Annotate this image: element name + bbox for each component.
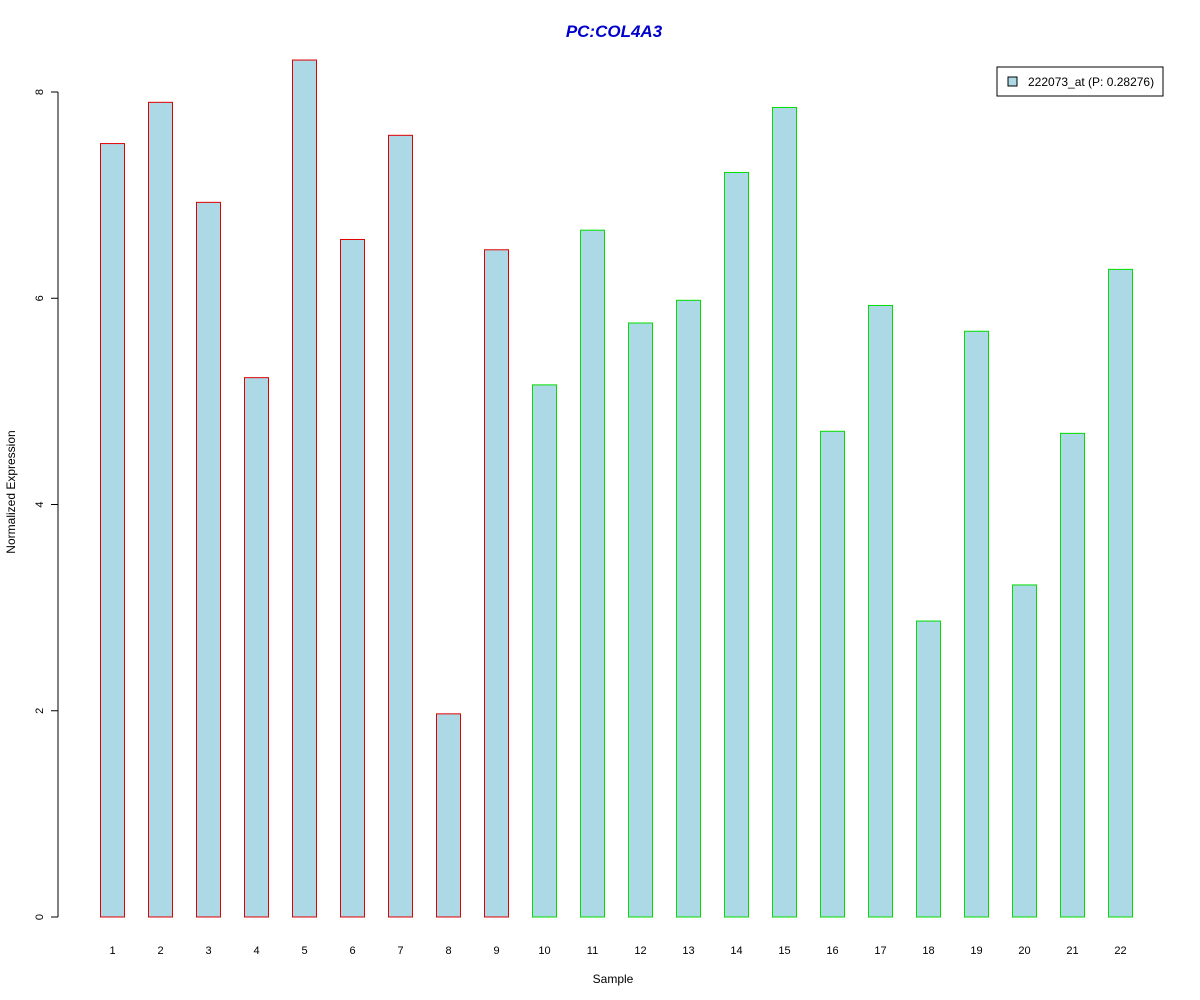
x-tick-label: 11 [587, 945, 598, 957]
x-tick-label: 2 [157, 945, 163, 957]
x-tick-label: 4 [253, 945, 259, 957]
x-axis-label: Sample [593, 972, 634, 986]
x-tick-label: 12 [634, 945, 646, 957]
bar-sample-15 [772, 106, 797, 918]
bars [100, 59, 1133, 918]
bar-sample-18 [916, 620, 941, 918]
bar-sample-9 [484, 249, 509, 918]
chart-title: PC:COL4A3 [566, 22, 663, 41]
y-tick-label: 8 [34, 89, 46, 95]
x-tick-label: 14 [730, 945, 742, 957]
x-tick-label: 21 [1066, 945, 1078, 957]
bar-sample-19 [964, 330, 989, 918]
bar-sample-22 [1108, 268, 1133, 918]
bar-sample-14 [724, 171, 749, 918]
x-tick-label: 1 [109, 945, 115, 957]
x-tick-label: 8 [445, 945, 451, 957]
legend-entry-label: 222073_at (P: 0.28276) [1028, 75, 1154, 89]
x-tick-label: 10 [538, 945, 550, 957]
x-tick-label: 5 [301, 945, 307, 957]
x-tick-label: 17 [874, 945, 886, 957]
x-tick-label: 16 [826, 945, 838, 957]
bar-sample-12 [628, 322, 653, 918]
x-tick-label: 18 [922, 945, 934, 957]
bar-sample-5 [292, 59, 317, 918]
x-tick-label: 13 [682, 945, 694, 957]
x-tick-labels: 1 2 3 4 5 6 7 8 9 10 11 12 13 14 15 16 17 18 19 20 21 22 [109, 945, 1126, 957]
x-tick-label: 20 [1018, 945, 1030, 957]
legend-box [996, 66, 1164, 97]
x-tick-label: 22 [1114, 945, 1126, 957]
bar-sample-1 [100, 143, 125, 918]
bar-sample-21 [1060, 432, 1085, 918]
legend-swatch [1007, 76, 1018, 87]
legend: 222073_at (P: 0.28276) [996, 66, 1164, 97]
x-tick-label: 15 [778, 945, 790, 957]
bar-sample-17 [868, 304, 893, 918]
x-tick-label: 6 [349, 945, 355, 957]
bar-sample-7 [388, 134, 413, 918]
bar-sample-16 [820, 430, 845, 918]
y-tick-label: 2 [34, 708, 46, 714]
x-tick-label: 7 [397, 945, 403, 957]
y-tick-label: 4 [34, 501, 46, 507]
bar-sample-11 [580, 229, 605, 918]
y-axis: 0 2 4 6 8 [34, 89, 59, 920]
bar-sample-13 [676, 299, 701, 918]
y-axis-label: Normalized Expression [4, 430, 18, 553]
bar-sample-3 [196, 201, 221, 918]
bar-sample-20 [1012, 584, 1037, 918]
bar-sample-4 [244, 377, 269, 918]
y-tick-label: 6 [34, 295, 46, 301]
bar-sample-6 [340, 238, 365, 918]
x-tick-label: 9 [493, 945, 499, 957]
x-tick-label: 19 [970, 945, 982, 957]
y-tick-label: 0 [34, 914, 46, 920]
bar-sample-10 [532, 384, 557, 918]
x-tick-label: 3 [205, 945, 211, 957]
bar-sample-8 [436, 713, 461, 918]
bar-sample-2 [148, 101, 173, 918]
